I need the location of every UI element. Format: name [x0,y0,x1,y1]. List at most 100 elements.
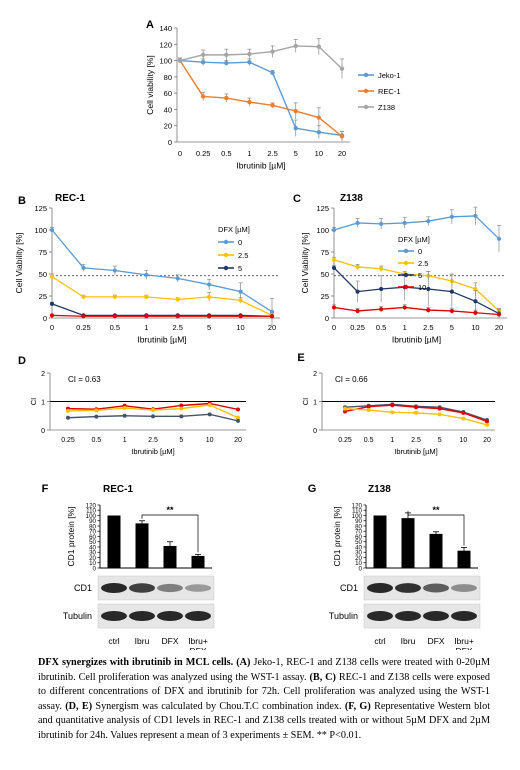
chart-b-y-tick-label: 125 [34,204,47,213]
chart-c-x-tick-label: 2.5 [423,323,433,332]
chart-f-category-label: ctrl [108,636,119,646]
chart-g-bar [373,515,387,568]
chart-f-blot-band [101,611,127,621]
chart-g-category-label: DFX [428,636,445,646]
chart-c-legend-marker [403,272,409,278]
chart-b-data-point [144,314,149,319]
chart-a-data-point [339,134,345,139]
chart-c-data-point [449,308,454,314]
chart-a-y-tick-label: 20 [164,122,172,131]
chart-f-y-tick-label: 50 [89,539,96,546]
chart-g-y-tick-label: 40 [355,544,362,551]
chart-c-x-tick-label: 10 [471,323,479,332]
panel-b-letter: B [18,195,26,207]
chart-c-data-point [426,219,431,224]
chart-e-data-point [461,410,466,415]
chart-f-y-tick-label: 70 [89,529,96,536]
chart-f-bar [191,555,205,568]
panel-d-letter: D [18,355,26,367]
chart-f-blot-band [129,583,155,593]
chart-c-data-point [426,307,431,313]
chart-c-series-line [333,259,500,312]
chart-c-legend-label: 2.5 [418,259,428,268]
chart-c-data-point [331,265,337,270]
chart-c-data-point [379,286,384,292]
chart-g-blot-band [423,583,449,593]
chart-c-data-point [496,236,502,241]
chart-d-data-point [179,406,184,411]
chart-a-series-line [179,60,343,137]
chart-g-y-tick-label: 90 [355,518,362,525]
chart-a-data-point [224,95,229,101]
chart-f-category-label: Ibru+ [188,636,208,646]
chart-b-series-line [51,314,272,317]
chart-c-data-point [402,305,407,310]
chart-b-x-tick-label: 0.5 [110,323,120,332]
chart-c-data-point [379,221,384,226]
chart-e-x-tick-label: 0.25 [338,437,352,444]
chart-b-legend-marker [223,252,229,258]
chart-f-y-tick-label: 100 [86,513,97,520]
chart-d-data-point [236,418,240,423]
chart-c-y-tick-label: 125 [316,204,329,213]
chart-e-data-point [437,412,442,417]
chart-b-x-axis-label: Ibrutinib [µM] [137,335,186,345]
chart-f-bar [135,523,149,568]
chart-c-x-tick-label: 1 [403,323,407,332]
panel-e-letter: E [297,352,304,364]
chart-g-category-label: Ibru+ [454,636,474,646]
caption-bc-text: REC-1 and Z138 cells were exposed to dif… [38,671,491,712]
chart-a-x-axis-label: Ibrutinib [µM] [236,161,285,171]
chart-c-data-point [355,264,360,270]
chart-a-data-point [316,115,322,120]
chart-d-x-axis-label: Ibrutinib [µM] [131,447,175,456]
chart-a-y-tick-label: 80 [164,73,172,82]
chart-a-x-tick-label: 5 [294,149,298,158]
chart-a-x-tick-label: 0.5 [221,149,231,158]
chart-b-data-point [207,294,212,299]
chart-f-blot-label: Tubulin [63,611,92,621]
chart-c-legend-marker [403,260,409,266]
chart-c-x-tick-label: 5 [450,323,454,332]
chart-e-y-tick-label: 0 [313,428,317,435]
chart-e-data-point [414,410,418,415]
chart-a-data-point [270,70,275,75]
chart-a-data-point [293,43,298,49]
chart-f-category-label: Ibru [135,636,150,646]
panel-a-letter: A [146,19,154,31]
chart-c-series-line [333,215,500,240]
chart-b-y-axis-label: Cell Viability [%] [14,233,24,294]
chart-b-x-tick-label: 20 [268,323,276,332]
chart-b-data-point [49,313,55,318]
chart-d-data-point [122,406,127,411]
chart-b-data-point [49,227,55,233]
chart-b-data-point [175,297,180,302]
chart-c-legend-title: DFX [µM] [398,235,430,244]
chart-c-y-tick-label: 100 [316,226,329,235]
chart-g-y-tick-label: 0 [359,565,363,572]
chart-g-bar [401,518,415,568]
chart-c-data-point [331,227,337,233]
chart-f-y-tick-label: 60 [89,534,96,541]
chart-c-data-point [402,220,407,226]
chart-c-series-line [333,267,500,315]
chart-c-y-tick-label: 25 [321,292,329,301]
chart-c-legend-marker [403,248,409,254]
chart-a-data-point [224,52,229,58]
chart-a-y-axis-label: Cell viability [%] [145,55,155,115]
chart-b-legend-marker [223,239,229,245]
chart-b-data-point [207,282,212,287]
chart-c-data-point [331,257,337,263]
chart-d-data-point [207,402,212,407]
chart-a-data-point [224,60,229,66]
chart-f-blot-band [185,584,211,592]
chart-g-significance-bracket [407,510,465,546]
panel-c-letter: C [293,193,301,205]
chart-c-y-tick-label: 50 [321,270,329,279]
chart-a-data-point [270,49,275,54]
chart-e-data-point [366,404,371,409]
chart-a-legend-marker [363,88,369,94]
chart-c-legend-label: 0 [418,247,422,256]
chart-f-y-tick-label: 80 [89,523,96,530]
